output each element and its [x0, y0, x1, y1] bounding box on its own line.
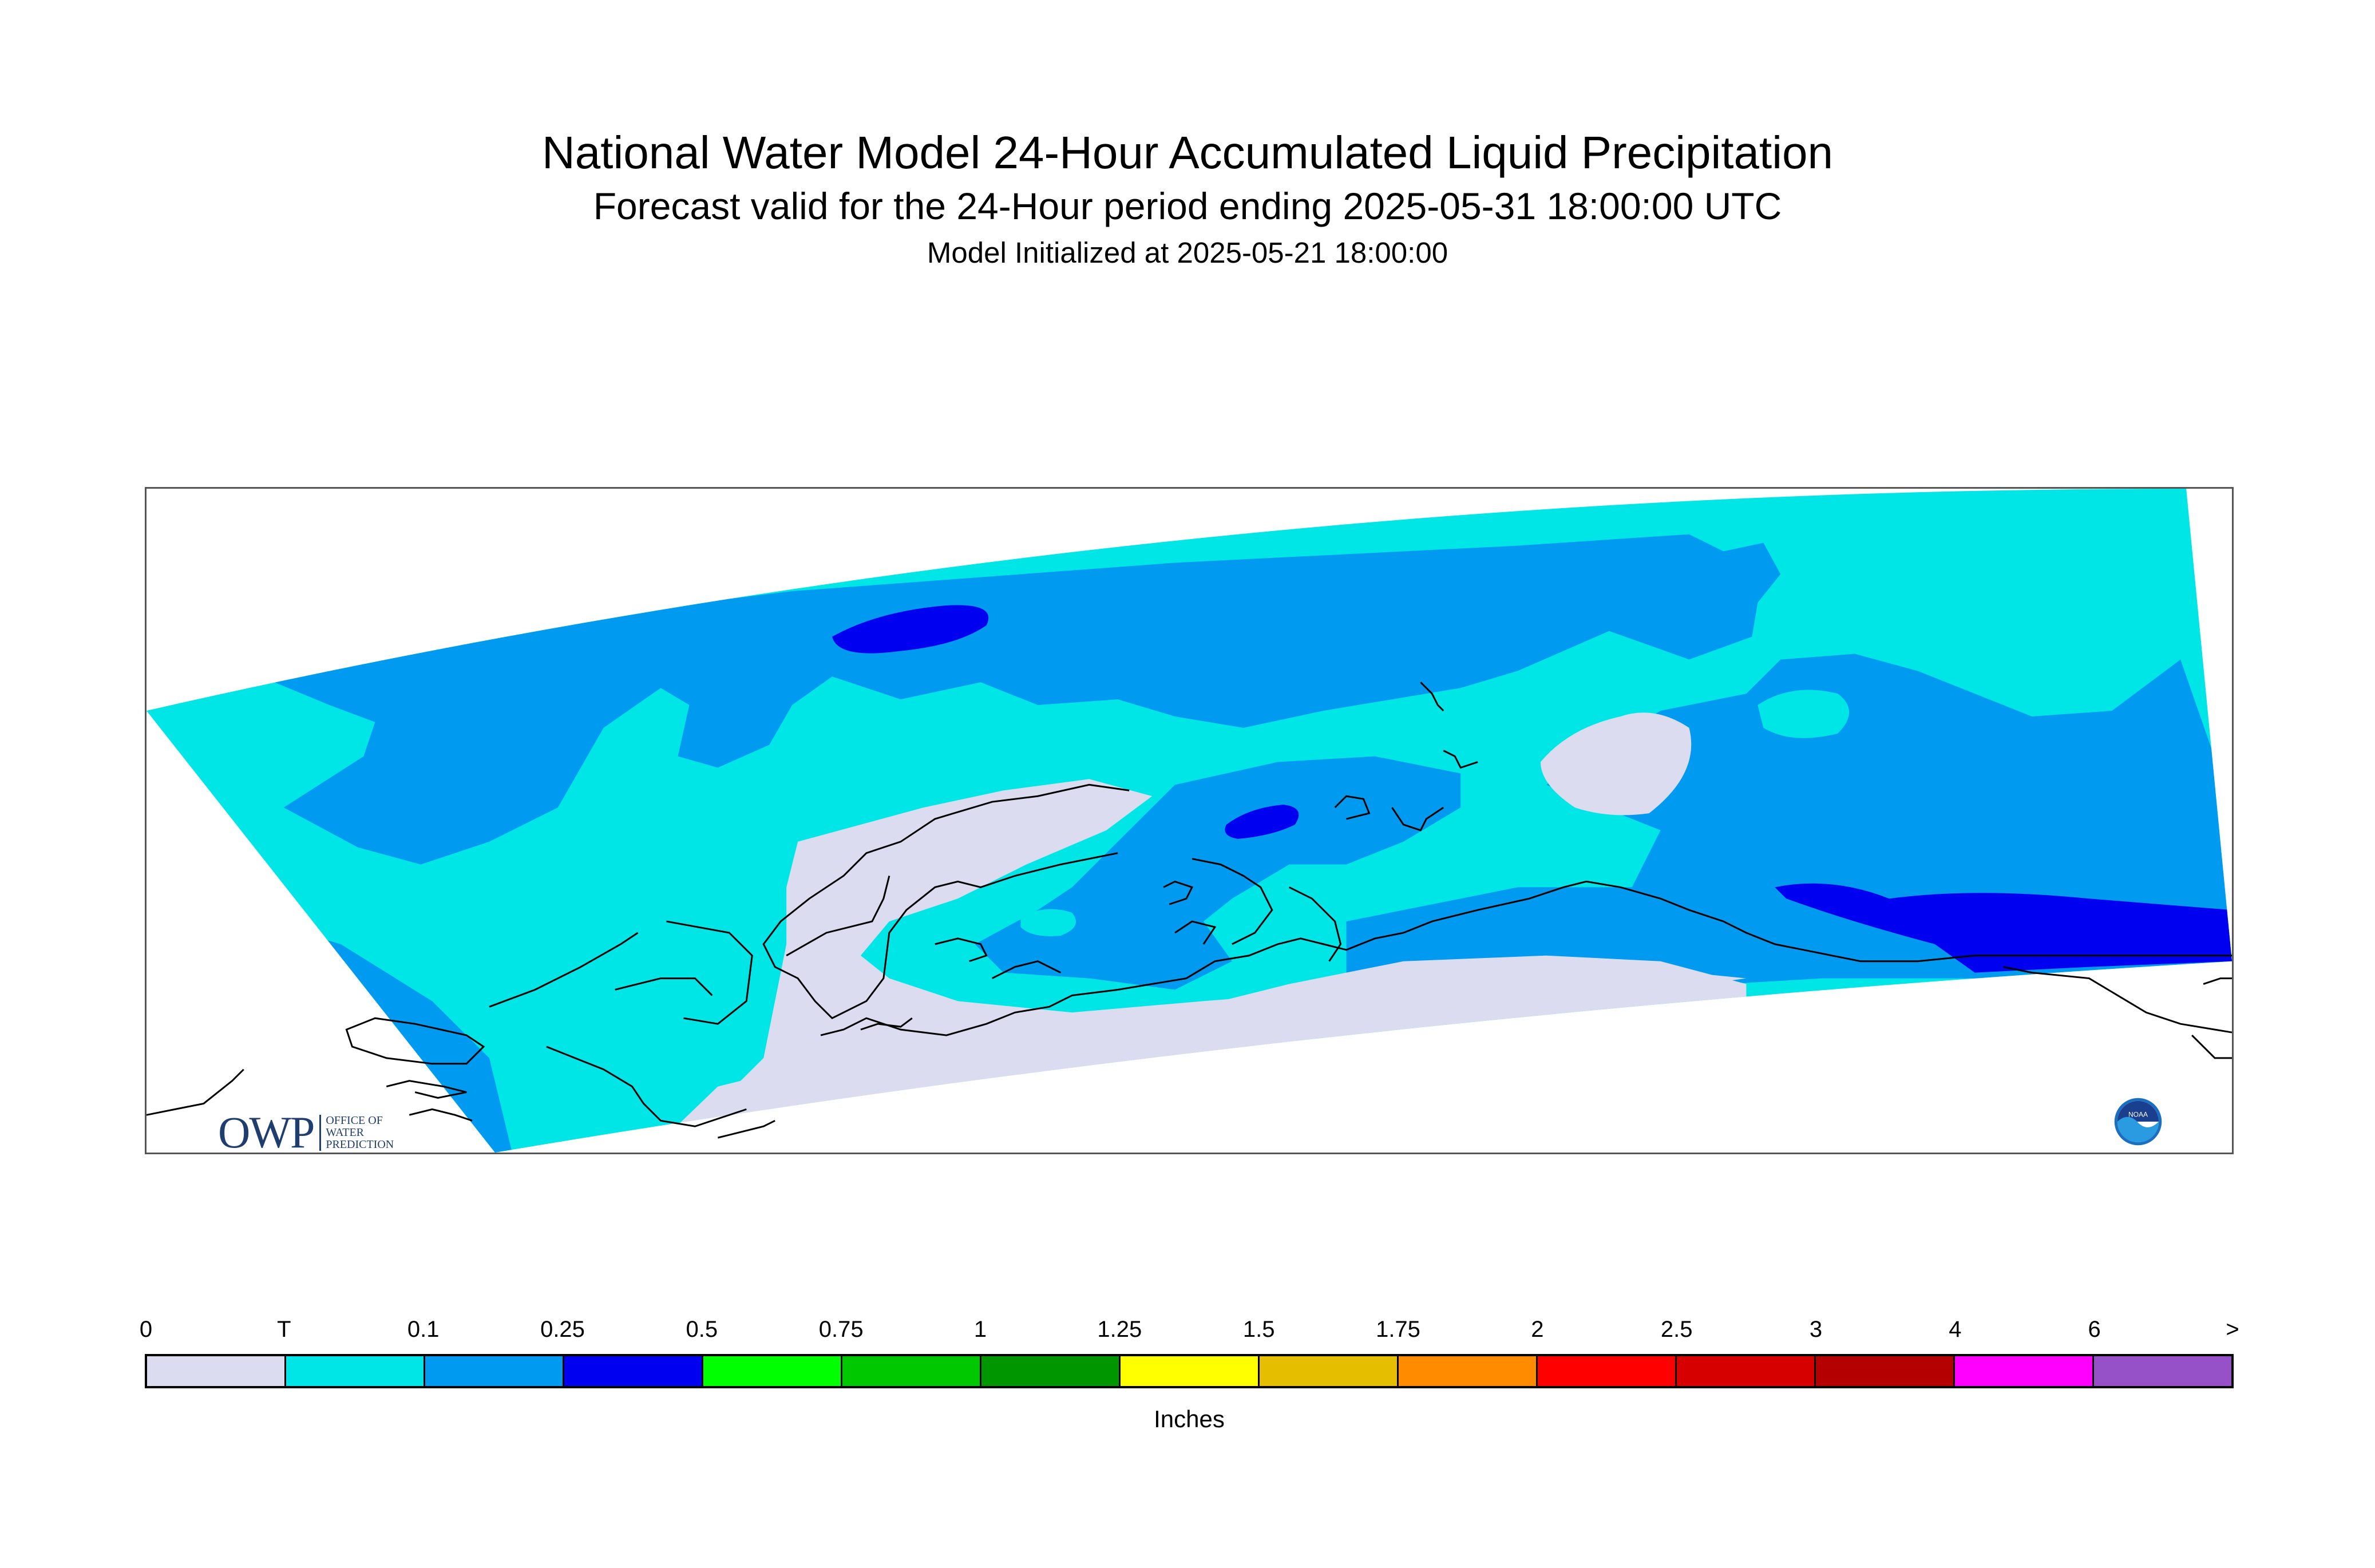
region-heavy-southeast	[1775, 883, 2232, 973]
legend-color-bar	[145, 1354, 2234, 1388]
legend-tick-label: 2.5	[1660, 1317, 1693, 1342]
legend-swatch	[1816, 1356, 1955, 1386]
map-frame: OWP OFFICE OF WATER PREDICTION NOAA	[145, 487, 2234, 1154]
legend-tick-label: 0.1	[407, 1317, 440, 1342]
noaa-logo: NOAA	[2114, 1098, 2162, 1146]
legend-tick-label: T	[277, 1317, 291, 1342]
legend-swatch	[1677, 1356, 1816, 1386]
noaa-logo-text: NOAA	[2128, 1110, 2148, 1118]
region-trace-interior	[494, 779, 1747, 1153]
legend-tick-label: >	[2226, 1317, 2239, 1342]
legend-tick-label: 6	[2088, 1317, 2101, 1342]
legend-swatch	[1955, 1356, 2094, 1386]
legend-tick-label: 1.75	[1376, 1317, 1420, 1342]
map-title: National Water Model 24-Hour Accumulated…	[542, 127, 1833, 178]
legend-swatch	[564, 1356, 703, 1386]
legend-tick-label: 0	[139, 1317, 153, 1342]
region-light-patch-south	[1020, 909, 1076, 936]
legend-units-label: Inches	[1154, 1405, 1225, 1432]
legend-swatch	[1260, 1356, 1399, 1386]
region-heavy-central	[1225, 805, 1299, 839]
legend-swatch	[286, 1356, 425, 1386]
legend-tick-label: 4	[1949, 1317, 1962, 1342]
legend-swatch	[981, 1356, 1121, 1386]
region-medium-central	[975, 756, 1461, 990]
region-light-patch-west	[1014, 735, 1090, 777]
region-trace-north	[1540, 712, 1692, 815]
legend-tick-label: 0.25	[540, 1317, 585, 1342]
legend-tick-label: 0.5	[686, 1317, 718, 1342]
region-medium-north	[260, 534, 1781, 865]
region-heavy-northwest	[832, 605, 989, 654]
owp-logo-line-2: WATER	[326, 1126, 365, 1139]
legend-swatch	[2094, 1356, 2231, 1386]
owp-logo-letters: OWP	[218, 1107, 315, 1154]
legend-tick-label: 0.75	[818, 1317, 864, 1342]
region-light-patch-east	[1758, 690, 1850, 738]
precipitation-map	[147, 489, 2232, 1153]
legend-tick-label: 1.25	[1097, 1317, 1142, 1342]
legend-swatch	[1121, 1356, 1260, 1386]
legend-swatch	[1399, 1356, 1538, 1386]
legend-tick-label: 2	[1531, 1317, 1544, 1342]
owp-logo-line-1: OFFICE OF	[326, 1114, 383, 1127]
owp-logo-subtext: OFFICE OF WATER PREDICTION	[319, 1114, 394, 1151]
legend-swatch	[842, 1356, 981, 1386]
precipitation-legend: 0 T 0.1 0.25 0.5 0.75 1 1.25 1.5 1.75 2 2.5 3 4 6 > Inc…	[140, 1316, 2239, 1442]
legend-swatch	[425, 1356, 564, 1386]
owp-logo: OWP OFFICE OF WATER PREDICTION	[218, 1107, 394, 1154]
legend-tick-label: 1.5	[1242, 1317, 1275, 1342]
legend-tick-label: 3	[1809, 1317, 1823, 1342]
legend-swatch	[147, 1356, 286, 1386]
model-init-time: Model Initialized at 2025-05-21 18:00:00	[927, 236, 1448, 269]
owp-logo-line-3: PREDICTION	[326, 1138, 394, 1151]
legend-swatch	[703, 1356, 842, 1386]
legend-swatch	[1538, 1356, 1677, 1386]
legend-tick-label: 1	[973, 1317, 987, 1342]
map-subtitle: Forecast valid for the 24-Hour period en…	[593, 185, 1782, 227]
coastlines	[147, 682, 2232, 1139]
